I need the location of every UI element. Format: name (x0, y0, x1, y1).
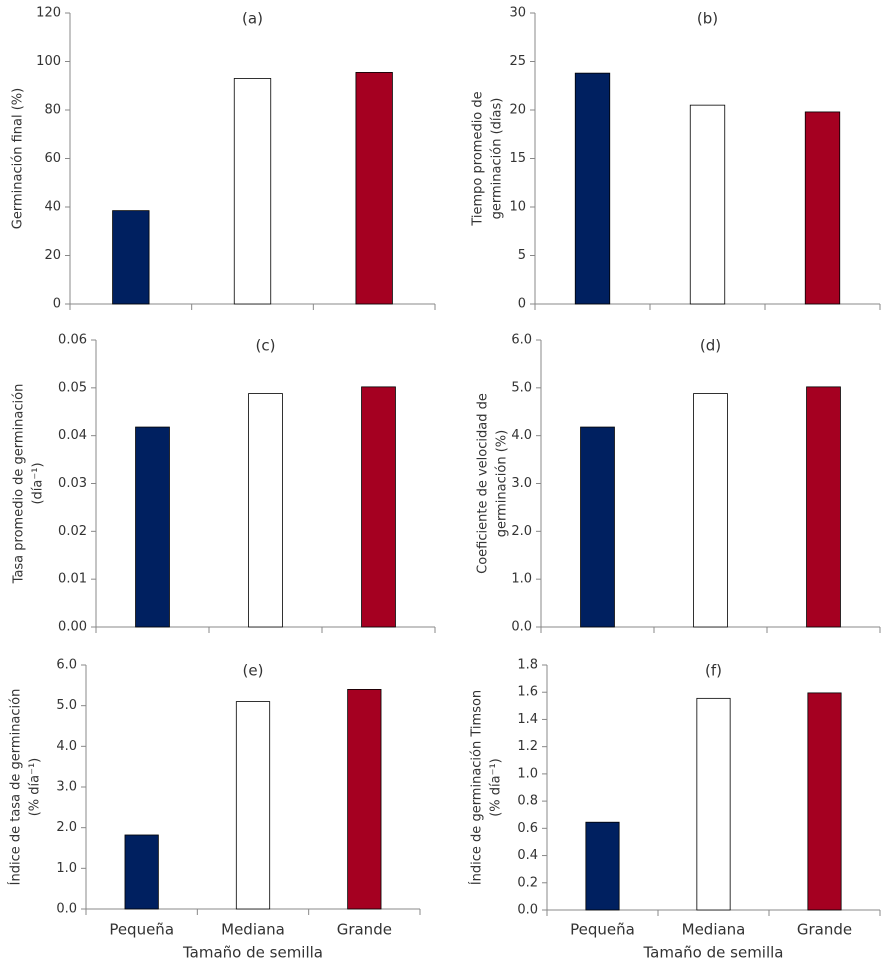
bar (347, 689, 382, 910)
y-tick-label: 0.2 (517, 875, 538, 890)
x-tick-label: Grande (797, 921, 852, 939)
y-tick-label: 2.0 (56, 820, 77, 835)
y-axis-title: (% día⁻¹) (489, 758, 504, 817)
y-tick-label: 100 (36, 54, 61, 69)
y-tick-label: 5 (518, 248, 526, 263)
y-axis-title: germinación (%) (495, 430, 510, 537)
y-axis-title: Índice de germinación Timson (469, 690, 485, 885)
y-tick-label: 0.6 (517, 821, 538, 836)
y-tick-label: 1.0 (56, 861, 77, 876)
bar (804, 111, 841, 305)
bar (693, 393, 728, 628)
bar (807, 692, 842, 911)
bar (248, 393, 283, 628)
bar (806, 386, 841, 628)
bar (585, 821, 620, 911)
bar (233, 78, 272, 305)
y-tick-label: 0.4 (517, 848, 538, 863)
x-tick-label: Pequeña (570, 921, 635, 939)
y-tick-label: 0.04 (58, 428, 87, 443)
y-tick-label: 5.0 (511, 380, 532, 395)
y-tick-label: 0.0 (517, 903, 538, 918)
panel-label: (b) (697, 10, 718, 28)
y-tick-label: 1.0 (511, 572, 532, 587)
y-tick-label: 25 (509, 54, 526, 69)
y-tick-label: 6.0 (511, 333, 532, 348)
y-tick-label: 5.0 (56, 698, 77, 713)
y-tick-label: 15 (509, 151, 526, 166)
y-tick-label: 80 (44, 103, 61, 118)
y-tick-label: 4.0 (56, 739, 77, 754)
y-tick-label: 0.0 (511, 620, 532, 635)
y-axis-title: (día⁻¹) (31, 462, 46, 504)
y-tick-label: 0 (53, 297, 61, 312)
y-tick-label: 0 (518, 297, 526, 312)
bar (124, 834, 159, 910)
y-axis-title: germinación (días) (490, 98, 505, 220)
x-tick-label: Grande (337, 921, 392, 939)
bar (135, 426, 170, 628)
bar (355, 72, 393, 305)
panel-label: (c) (256, 337, 276, 355)
y-axis-title: Germinación final (%) (11, 88, 26, 229)
x-axis-title: Tamaño de semilla (643, 944, 784, 962)
y-axis-title: (% día⁻¹) (28, 758, 43, 817)
panel-label: (e) (243, 662, 264, 680)
bar (112, 210, 150, 305)
y-axis-title: Índice de tasa de germinación (8, 689, 24, 886)
y-tick-label: 6.0 (56, 658, 77, 673)
x-axis-title: Tamaño de semilla (182, 944, 323, 962)
y-tick-label: 20 (44, 248, 61, 263)
y-tick-label: 0.01 (58, 572, 87, 587)
y-axis-title: Tiempo promedio de (471, 91, 486, 226)
y-tick-label: 0.8 (517, 794, 538, 809)
bar (235, 701, 271, 910)
y-tick-label: 20 (509, 103, 526, 118)
y-tick-label: 120 (36, 6, 61, 21)
bar (689, 104, 726, 305)
y-tick-label: 60 (44, 151, 61, 166)
y-axis-title: Coeficiente de velocidad de (476, 393, 491, 574)
y-axis-title: Tasa promedio de germinación (12, 384, 27, 585)
y-tick-label: 0.05 (58, 380, 87, 395)
y-tick-label: 1.8 (517, 658, 538, 673)
y-tick-label: 30 (509, 6, 526, 21)
y-tick-label: 1.6 (517, 685, 538, 700)
y-tick-label: 3.0 (511, 476, 532, 491)
panel-label: (d) (700, 337, 721, 355)
x-tick-label: Pequeña (109, 921, 174, 939)
x-tick-label: Mediana (221, 921, 285, 939)
y-tick-label: 4.0 (511, 428, 532, 443)
y-tick-label: 0.00 (58, 620, 87, 635)
y-tick-label: 0.03 (58, 476, 87, 491)
y-tick-label: 1.2 (517, 739, 538, 754)
bar (574, 72, 611, 305)
bar (361, 386, 396, 628)
y-tick-label: 40 (44, 200, 61, 215)
y-tick-label: 1.4 (517, 712, 538, 727)
panel-label: (a) (242, 10, 263, 28)
y-tick-label: 2.0 (511, 524, 532, 539)
y-tick-label: 0.06 (58, 333, 87, 348)
panel-label: (f) (705, 662, 722, 680)
bar (696, 697, 731, 911)
y-tick-label: 0.02 (58, 524, 87, 539)
x-tick-label: Mediana (682, 921, 746, 939)
y-tick-label: 1.0 (517, 766, 538, 781)
y-tick-label: 3.0 (56, 780, 77, 795)
bar (580, 426, 615, 628)
y-tick-label: 0.0 (56, 902, 77, 917)
y-tick-label: 10 (509, 200, 526, 215)
